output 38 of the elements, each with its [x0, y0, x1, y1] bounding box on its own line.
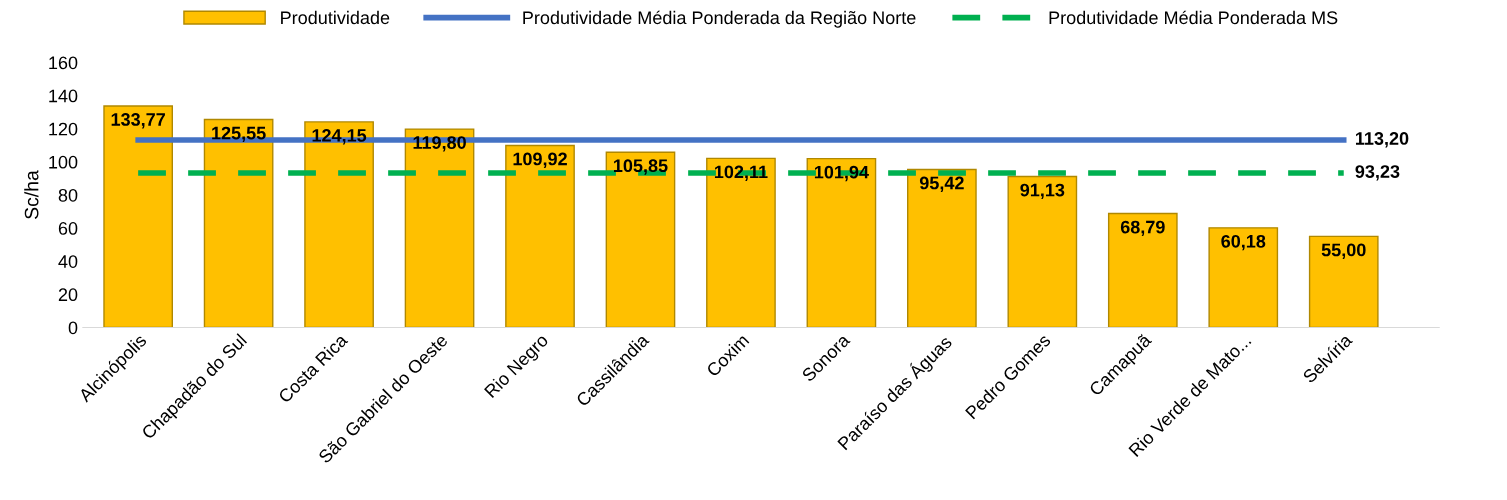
- data-label: 60,18: [1221, 234, 1266, 251]
- data-label: 102,11: [714, 165, 768, 181]
- bar: [1107, 212, 1178, 328]
- legend-label: Produtividade Média Ponderada MS: [1049, 10, 1338, 25]
- data-label: 95,42: [919, 176, 964, 192]
- data-label: 55,00: [1321, 243, 1366, 259]
- legend-label: Produtividade Média Ponderada da Região Norte: [523, 10, 916, 28]
- bar: [605, 151, 676, 328]
- data-label: 101,94: [814, 165, 869, 182]
- data-label: 91,13: [1020, 183, 1065, 200]
- y-axis-title: Sc/ha: [24, 170, 39, 219]
- y-tick-label: 160: [49, 56, 78, 70]
- bar: [1308, 235, 1379, 328]
- bar: [806, 157, 877, 328]
- bar: [103, 105, 173, 328]
- bar: [1208, 227, 1279, 328]
- y-tick-label: 60: [58, 222, 78, 235]
- data-label: 113,20: [1355, 132, 1409, 148]
- data-label: 105,85: [614, 159, 668, 175]
- bar: [304, 121, 374, 328]
- y-tick-label: 40: [58, 255, 78, 268]
- bar: [404, 128, 475, 328]
- data-label: 109,92: [513, 152, 567, 168]
- bar: [203, 118, 274, 328]
- bar: [1007, 175, 1078, 328]
- y-tick-label: 80: [58, 188, 78, 202]
- bar: [907, 168, 977, 328]
- legend-label: Produtividade: [281, 10, 390, 25]
- data-label: 68,79: [1120, 220, 1165, 237]
- y-tick-label: 100: [49, 155, 78, 169]
- data-label: 133,77: [111, 113, 165, 129]
- y-tick-label: 120: [49, 122, 78, 136]
- y-tick-label: 140: [49, 89, 78, 103]
- y-tick-label: 20: [58, 288, 78, 302]
- bar: [706, 157, 776, 328]
- data-label: 93,23: [1355, 165, 1400, 181]
- y-tick-label: 0: [68, 321, 78, 335]
- bar: [505, 144, 575, 328]
